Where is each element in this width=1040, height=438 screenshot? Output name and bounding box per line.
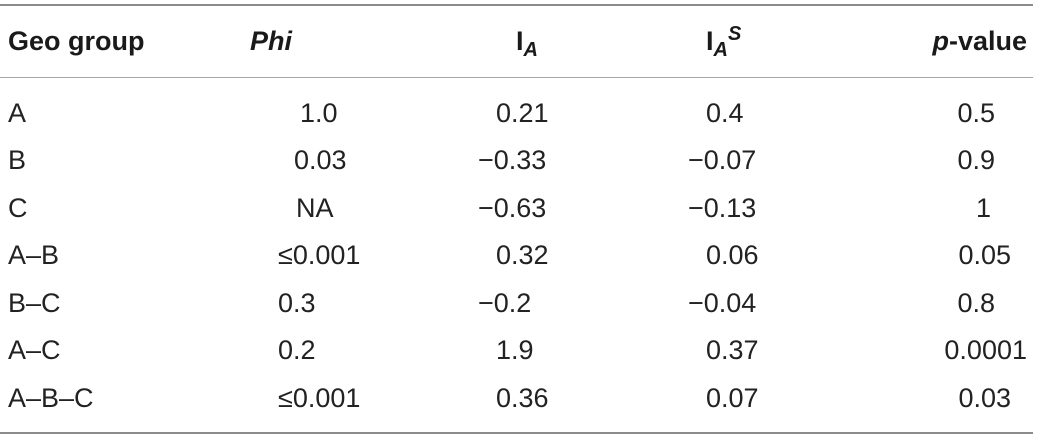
cell-phi: ≤0.001 — [278, 240, 361, 271]
header-pvalue-rest: -value — [948, 26, 1027, 56]
header-phi: Phi — [238, 6, 408, 77]
header-ia-base: I — [516, 26, 524, 56]
cell-phi: 1.0 — [300, 97, 338, 128]
cell-group: A–B — [8, 240, 60, 271]
header-row: Geo group Phi IA IAS p-value — [0, 6, 1033, 77]
header-geo-group: Geo group — [0, 6, 238, 77]
table-row: B–C 0.3 −0.2 −0.04 0.8 — [0, 280, 1033, 328]
table-row: A 1.0 0.21 0.4 0.5 — [0, 77, 1033, 137]
header-ias-sub: A — [713, 39, 728, 61]
header-ias: IAS — [618, 6, 833, 77]
cell-pvalue: 0.05 — [958, 240, 1011, 271]
cell-pvalue: 0.9 — [957, 145, 995, 176]
cell-pvalue: 0.0001 — [944, 335, 1027, 366]
cell-ia: 0.32 — [496, 240, 549, 271]
header-ias-base: I — [706, 26, 714, 56]
cell-pvalue: 0.03 — [958, 382, 1011, 413]
bottom-rule — [0, 432, 1033, 434]
header-rule — [0, 77, 1033, 78]
cell-phi: ≤0.001 — [278, 382, 361, 413]
cell-phi: 0.3 — [278, 287, 316, 318]
cell-ia: 0.21 — [496, 97, 549, 128]
header-ia-sub: A — [523, 39, 538, 61]
cell-pvalue: 1 — [975, 192, 991, 223]
cell-ias: −0.13 — [688, 192, 757, 223]
table-row: B 0.03 −0.33 −0.07 0.9 — [0, 137, 1033, 185]
header-phi-label: Phi — [250, 26, 293, 56]
cell-group: A–B–C — [8, 382, 94, 413]
cell-phi: 0.03 — [294, 145, 347, 176]
cell-ia: 0.36 — [496, 382, 549, 413]
cell-group: A–C — [8, 335, 61, 366]
cell-group: B–C — [8, 287, 61, 318]
cell-group: B — [8, 145, 27, 176]
table-row: A–C 0.2 1.9 0.37 0.0001 — [0, 327, 1033, 375]
cell-group: C — [8, 192, 28, 223]
cell-ia: 1.9 — [496, 335, 534, 366]
cell-ias: −0.04 — [688, 287, 757, 318]
header-pvalue: p-value — [833, 6, 1033, 77]
cell-phi: NA — [296, 192, 334, 223]
cell-ia: −0.63 — [478, 192, 547, 223]
table-row: A–B–C ≤0.001 0.36 0.07 0.03 — [0, 375, 1033, 423]
header-ia: IA — [408, 6, 618, 77]
cell-ias: −0.07 — [688, 145, 757, 176]
cell-ia: −0.33 — [478, 145, 547, 176]
cell-phi: 0.2 — [278, 335, 316, 366]
top-rule — [0, 4, 1033, 6]
cell-ias: 0.4 — [706, 97, 744, 128]
table-row: C NA −0.63 −0.13 1 — [0, 185, 1033, 233]
results-table: Geo group Phi IA IAS p-value A 1.0 — [0, 6, 1033, 422]
cell-ias: 0.37 — [706, 335, 759, 366]
cell-ias: 0.06 — [706, 240, 759, 271]
table-row: A–B ≤0.001 0.32 0.06 0.05 — [0, 232, 1033, 280]
cell-ia: −0.2 — [478, 287, 532, 318]
cell-ias: 0.07 — [706, 382, 759, 413]
cell-group: A — [8, 97, 27, 128]
header-geo-group-label: Geo group — [8, 26, 145, 56]
header-ias-sup: S — [727, 23, 742, 45]
header-pvalue-italic: p — [932, 26, 949, 56]
cell-pvalue: 0.5 — [957, 97, 995, 128]
cell-pvalue: 0.8 — [957, 287, 995, 318]
